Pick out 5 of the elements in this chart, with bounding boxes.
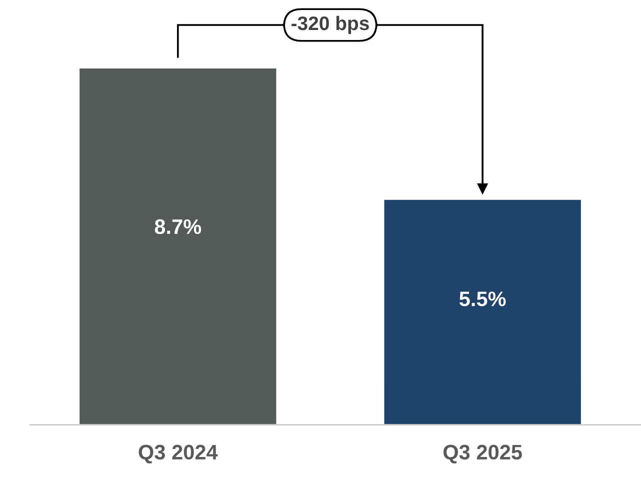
x-tick-label: Q3 2025: [443, 444, 522, 464]
data-label: 5.5%: [459, 292, 506, 306]
x-tick-label: Q3 2024: [138, 444, 218, 464]
text: -320 bps: [292, 16, 369, 34]
data-label: 8.7%: [154, 219, 202, 234]
